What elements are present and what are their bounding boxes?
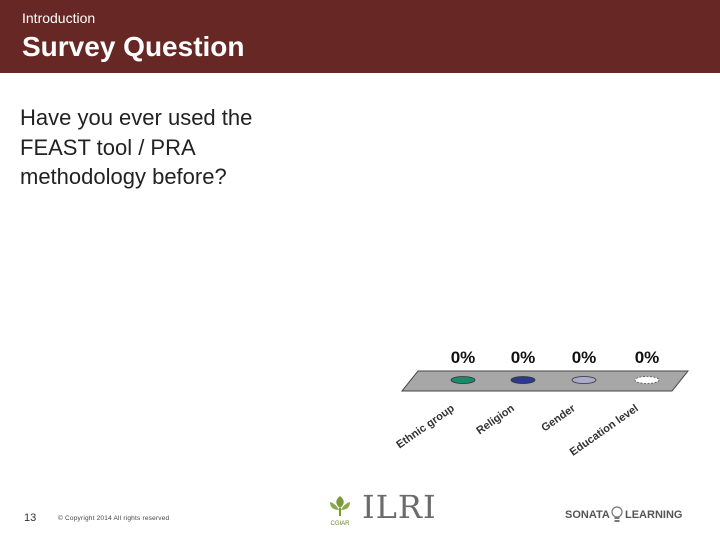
page-number: 13 (24, 512, 37, 524)
survey-question-text: Have you ever used the FEAST tool / PRA … (20, 105, 253, 189)
slide-title: Survey Question (22, 31, 245, 62)
chart-data-label: 0% (451, 348, 476, 367)
chart-tick-label: Gender (539, 402, 578, 434)
lightbulb-icon (611, 506, 623, 522)
learning-logo-text: LEARNING (625, 509, 683, 521)
chart-bar (634, 376, 660, 384)
copyright-text: © Copyright 2014 All rights reserved (58, 515, 170, 522)
chart-tick-label: Education level (568, 402, 641, 458)
chart-floor (400, 370, 690, 392)
ilri-logo: ILRI (362, 488, 437, 526)
chart-tick-label: Ethnic group (394, 402, 457, 451)
chart-tick-label: Religion (474, 402, 517, 437)
chart-data-label: 0% (572, 348, 597, 367)
chart-data-label: 0% (511, 348, 536, 367)
cgiar-logo-text: CGIAR (330, 521, 350, 527)
chart-bar (510, 376, 536, 384)
poll-chart: 0% Ethnic group 0% Religion 0% Gender 0% Educat… (394, 348, 690, 459)
slide-header: Introduction Survey Question (0, 0, 720, 73)
sonata-learning-logo: SONATA LEARNING (565, 503, 695, 529)
chart-bar (450, 376, 476, 384)
cgiar-logo: CGIAR (330, 496, 350, 527)
chart-data-label: 0% (635, 348, 660, 367)
chart-bar (571, 376, 597, 384)
section-kicker: Introduction (22, 10, 96, 26)
sonata-logo-text: SONATA (565, 509, 610, 521)
